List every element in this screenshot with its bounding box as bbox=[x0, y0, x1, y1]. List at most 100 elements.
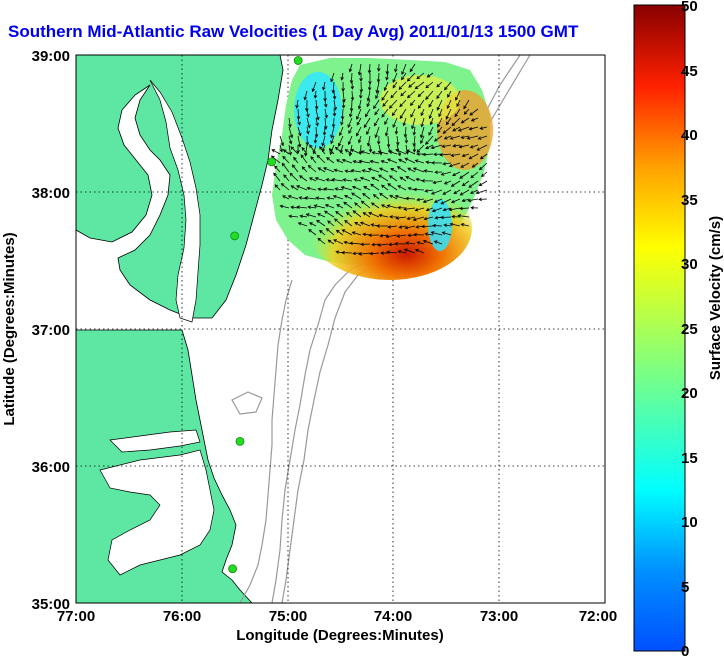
velocity-arrow bbox=[366, 135, 371, 147]
velocity-arrow bbox=[422, 198, 434, 204]
velocity-arrow bbox=[350, 148, 362, 155]
velocity-arrow bbox=[370, 183, 380, 191]
velocity-arrow bbox=[406, 72, 416, 82]
velocity-arrow bbox=[358, 252, 371, 256]
velocity-arrow bbox=[401, 72, 407, 81]
velocity-arrow bbox=[428, 126, 434, 136]
velocity-arrow bbox=[331, 117, 336, 128]
velocity-arrow bbox=[452, 144, 461, 148]
velocity-arrow bbox=[374, 108, 380, 116]
velocity-arrow bbox=[452, 126, 461, 132]
velocity-arrow bbox=[400, 90, 407, 97]
velocity-arrow bbox=[452, 171, 461, 177]
land-mainland bbox=[76, 55, 284, 319]
velocity-arrow bbox=[386, 204, 398, 209]
velocity-arrow bbox=[380, 204, 389, 209]
x-tick-labels: 77:00 76:00 75:00 74:00 73:00 72:00 bbox=[57, 608, 617, 625]
velocity-arrow bbox=[354, 202, 362, 209]
velocity-arrow bbox=[405, 241, 416, 245]
velocity-arrow bbox=[348, 144, 353, 157]
velocity-arrow bbox=[455, 90, 461, 101]
velocity-arrow bbox=[350, 81, 355, 90]
station-marker-3 bbox=[235, 436, 245, 446]
velocity-arrow bbox=[317, 187, 326, 192]
velocity-arrow bbox=[413, 187, 425, 192]
colorbar-tick-30: 30 bbox=[681, 256, 698, 273]
velocity-arrow bbox=[416, 241, 425, 245]
velocity-arrow bbox=[371, 151, 380, 155]
velocity-arrow bbox=[399, 176, 407, 182]
velocity-arrow bbox=[404, 225, 416, 230]
velocity-arrow bbox=[406, 90, 416, 99]
velocity-arrow bbox=[288, 144, 293, 156]
velocity-arrow bbox=[431, 161, 443, 165]
velocity-arrow bbox=[406, 149, 416, 155]
velocity-arrow bbox=[395, 148, 407, 155]
velocity-arrow bbox=[335, 229, 344, 236]
velocity-arrow bbox=[376, 135, 381, 145]
velocity-arrow bbox=[317, 167, 326, 173]
velocity-arrow bbox=[290, 205, 299, 210]
velocity-arrow bbox=[287, 194, 299, 200]
velocity-arrow bbox=[297, 117, 301, 126]
velocity-arrow bbox=[359, 176, 371, 182]
velocity-arrow bbox=[315, 117, 319, 127]
velocity-arrow bbox=[396, 234, 407, 238]
velocity-arrow bbox=[423, 169, 434, 173]
velocity-arrow bbox=[420, 117, 425, 128]
velocity-arrow bbox=[463, 108, 470, 115]
velocity-arrow bbox=[425, 144, 434, 150]
velocity-arrow bbox=[366, 90, 371, 102]
velocity-arrow bbox=[478, 162, 488, 171]
station-marker-2 bbox=[230, 231, 240, 241]
velocity-arrow bbox=[282, 155, 290, 164]
velocity-arrow bbox=[394, 126, 399, 135]
velocity-arrow bbox=[380, 159, 389, 164]
x-tick-5: 72:00 bbox=[579, 608, 617, 625]
velocity-arrow bbox=[299, 214, 308, 218]
velocity-arrow bbox=[388, 99, 398, 109]
velocity-arrow bbox=[405, 176, 416, 182]
velocity-arrow bbox=[440, 215, 452, 220]
velocity-arrow bbox=[306, 126, 310, 135]
velocity-arrow bbox=[314, 126, 319, 138]
x-tick-1: 76:00 bbox=[163, 608, 201, 625]
velocity-arrow bbox=[432, 180, 443, 185]
velocity-arrow bbox=[344, 194, 353, 200]
velocity-arrow bbox=[273, 172, 281, 182]
velocity-arrow bbox=[341, 229, 353, 236]
velocity-arrow bbox=[339, 144, 344, 154]
velocity-arrow bbox=[371, 242, 380, 247]
velocity-arrow bbox=[315, 196, 326, 200]
velocity-arrow bbox=[363, 117, 371, 129]
velocity-arrow bbox=[389, 215, 398, 219]
colorbar-tick-35: 35 bbox=[681, 192, 698, 209]
velocity-arrow bbox=[466, 135, 479, 140]
velocity-arrow bbox=[311, 81, 317, 93]
velocity-arrow bbox=[377, 150, 389, 155]
velocity-arrow bbox=[378, 213, 389, 218]
velocity-arrow bbox=[352, 160, 362, 164]
velocity-arrow bbox=[316, 219, 326, 227]
velocity-arrow bbox=[402, 117, 407, 127]
velocity-arrow bbox=[453, 189, 461, 195]
velocity-arrow bbox=[290, 146, 299, 155]
velocity-arrow bbox=[385, 63, 390, 75]
velocity-arrow bbox=[410, 99, 416, 107]
velocity-arrow bbox=[420, 108, 425, 117]
velocity-arrow bbox=[387, 225, 398, 229]
velocity-arrow bbox=[395, 216, 407, 220]
velocity-arrow bbox=[424, 189, 434, 193]
velocity-arrow bbox=[469, 189, 479, 194]
velocity-arrow bbox=[332, 108, 337, 117]
velocity-arrow bbox=[417, 99, 425, 109]
velocity-arrow bbox=[357, 135, 362, 144]
velocity-arrow bbox=[282, 195, 290, 200]
velocity-arrow bbox=[314, 177, 326, 182]
velocity-arrow bbox=[450, 180, 461, 187]
velocity-arrow bbox=[372, 194, 380, 200]
velocity-arrow bbox=[364, 108, 371, 118]
velocity-arrow bbox=[409, 63, 416, 73]
velocity-arrow bbox=[447, 90, 452, 98]
